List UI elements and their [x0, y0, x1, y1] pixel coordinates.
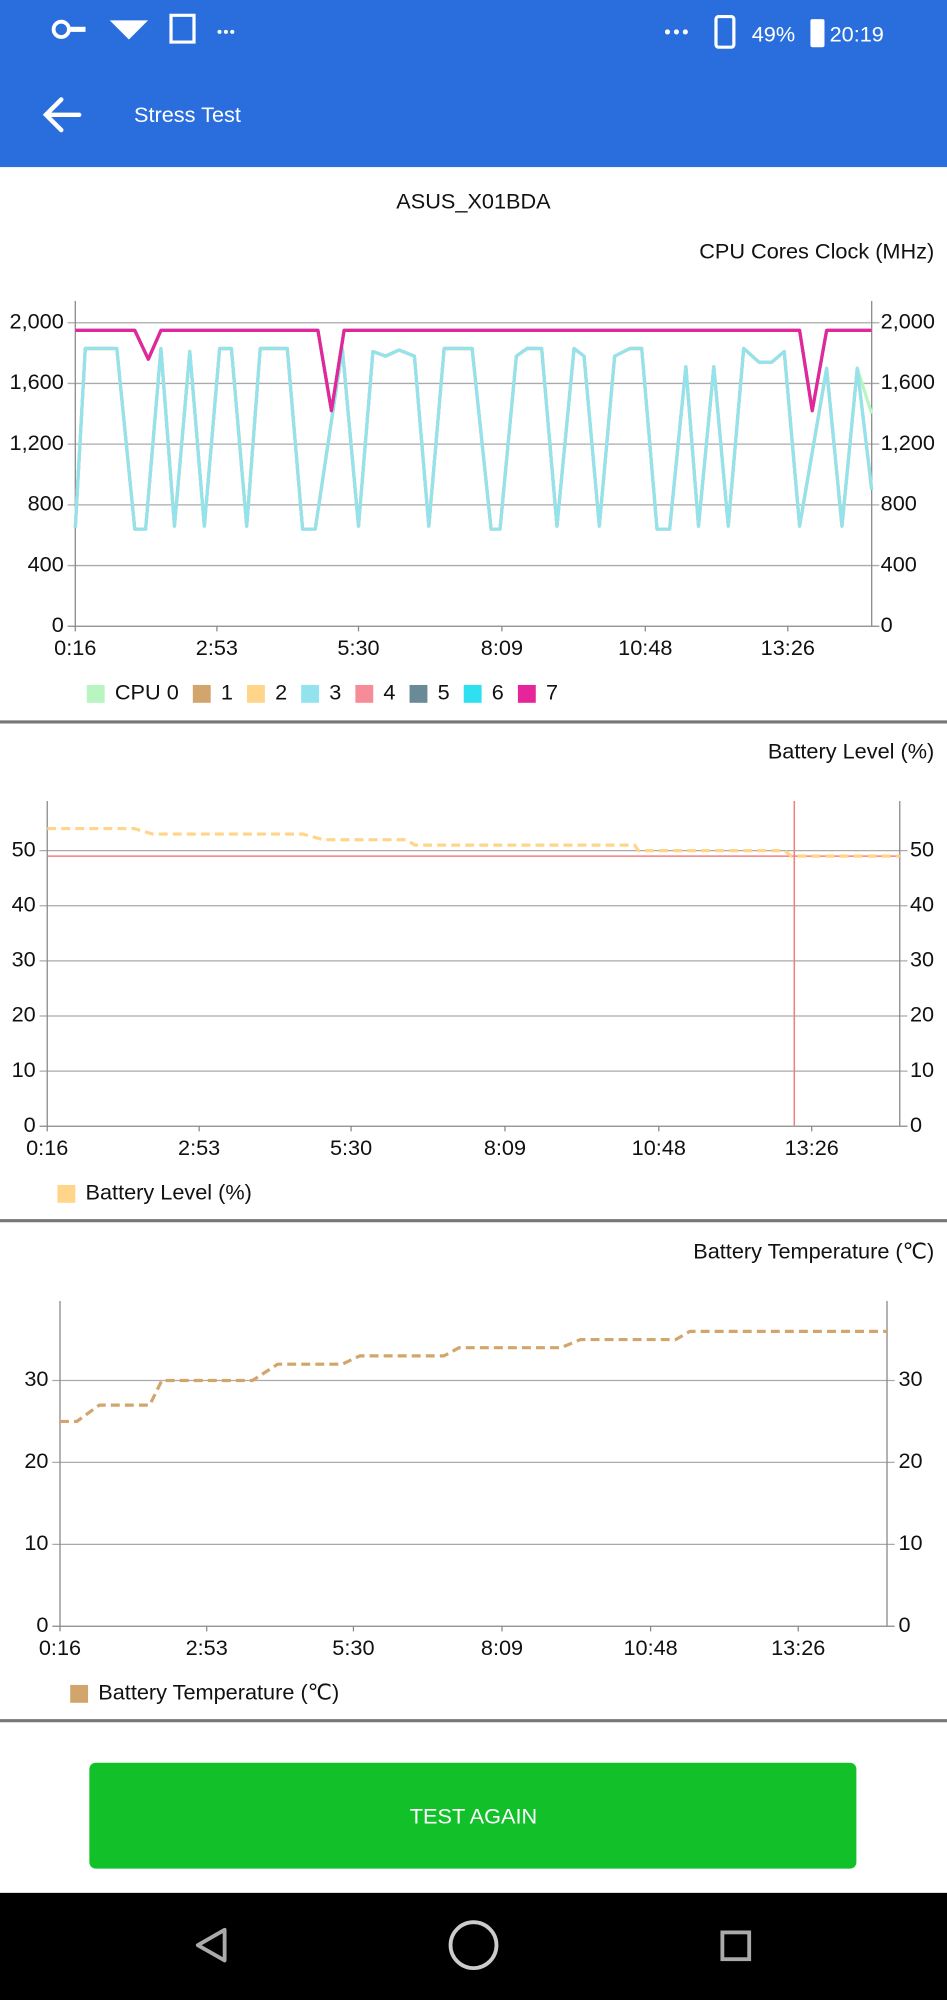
legend-label: 4 — [383, 680, 395, 705]
y2-tick-label: 50 — [910, 836, 934, 861]
y-tick-label: 20 — [24, 1448, 48, 1473]
back-button[interactable] — [42, 97, 82, 133]
y2-tick-label: 0 — [899, 1612, 911, 1637]
y2-tick-label: 10 — [899, 1530, 923, 1555]
y-tick-label: 50 — [12, 836, 36, 861]
series-line — [47, 826, 900, 858]
app-bar — [0, 0, 947, 168]
x-tick-label: 0:16 — [54, 635, 96, 660]
legend-swatch — [192, 684, 211, 703]
nav-bar — [0, 1892, 947, 2000]
nav-home[interactable] — [448, 1920, 499, 1971]
legend-swatch — [301, 684, 320, 703]
x-tick-label: 10:48 — [618, 635, 672, 660]
y2-tick-label: 40 — [910, 892, 934, 917]
x-tick-label: 5:30 — [337, 635, 379, 660]
legend-label: Battery Level (%) — [86, 1180, 252, 1205]
legend-swatch — [463, 684, 482, 703]
y-tick-label: 800 — [28, 491, 64, 516]
status-icons — [51, 13, 825, 49]
x-tick-label: 2:53 — [178, 1135, 220, 1160]
x-tick-label: 13:26 — [771, 1635, 825, 1660]
y-tick-label: 30 — [24, 1366, 48, 1391]
y-tick-label: 20 — [12, 1002, 36, 1027]
x-tick-label: 8:09 — [481, 635, 523, 660]
y2-tick-label: 20 — [910, 1002, 934, 1027]
x-tick-label: 2:53 — [196, 635, 238, 660]
y-tick-label: 2,000 — [10, 308, 64, 333]
legend-swatch — [355, 684, 374, 703]
series-line — [73, 346, 874, 531]
y-tick-label: 0 — [24, 1112, 36, 1137]
legend-swatch — [57, 1184, 76, 1203]
series-line — [59, 1329, 888, 1424]
legend-swatch — [409, 684, 428, 703]
battery-percent: 49% — [752, 21, 795, 46]
x-tick-label: 0:16 — [39, 1635, 81, 1660]
x-tick-label: 0:16 — [26, 1135, 68, 1160]
y2-tick-label: 400 — [881, 551, 917, 576]
legend-swatch — [86, 684, 105, 703]
y-tick-label: 10 — [24, 1530, 48, 1555]
x-tick-label: 13:26 — [785, 1135, 839, 1160]
y2-tick-label: 30 — [910, 947, 934, 972]
device-name: ASUS_X01BDA — [396, 189, 551, 214]
y-tick-label: 30 — [12, 947, 36, 972]
y-tick-label: 10 — [12, 1057, 36, 1082]
y-tick-label: 1,600 — [10, 369, 64, 394]
nav-recent[interactable] — [720, 1930, 752, 1962]
y2-tick-label: 2,000 — [881, 308, 935, 333]
y2-tick-label: 0 — [910, 1112, 922, 1137]
x-tick-label: 8:09 — [484, 1135, 526, 1160]
x-tick-label: 10:48 — [632, 1135, 686, 1160]
legend-swatch — [517, 684, 536, 703]
chart-title: Battery Level (%) — [768, 738, 934, 763]
x-tick-label: 10:48 — [623, 1635, 677, 1660]
y-tick-label: 40 — [12, 892, 36, 917]
x-tick-label: 8:09 — [481, 1635, 523, 1660]
y2-tick-label: 0 — [881, 612, 893, 637]
y2-tick-label: 20 — [899, 1448, 923, 1473]
x-tick-label: 5:30 — [332, 1635, 374, 1660]
y2-tick-label: 10 — [910, 1057, 934, 1082]
chart-title: Battery Temperature (℃) — [693, 1238, 934, 1263]
legend-label: 5 — [438, 680, 450, 705]
y2-tick-label: 800 — [881, 491, 917, 516]
x-tick-label: 13:26 — [761, 635, 815, 660]
y-tick-label: 0 — [52, 612, 64, 637]
test-again-button[interactable] — [89, 1762, 857, 1869]
y-tick-label: 400 — [28, 551, 64, 576]
y-tick-label: 1,200 — [10, 430, 64, 455]
y-tick-label: 0 — [36, 1612, 48, 1637]
series-line — [75, 328, 872, 413]
y2-tick-label: 30 — [899, 1366, 923, 1391]
legend-label: 2 — [275, 680, 287, 705]
screen-title: Stress Test — [134, 102, 241, 127]
legend-label: 6 — [492, 680, 504, 705]
legend-label: 1 — [221, 680, 233, 705]
nav-back[interactable] — [195, 1927, 227, 1963]
legend-swatch — [70, 1684, 89, 1703]
chart-title: CPU Cores Clock (MHz) — [699, 238, 934, 263]
y2-tick-label: 1,200 — [881, 430, 935, 455]
legend-swatch — [246, 684, 265, 703]
legend-label: 7 — [546, 680, 558, 705]
legend-label: CPU 0 — [115, 680, 179, 705]
legend-label: 3 — [329, 680, 341, 705]
x-tick-label: 5:30 — [330, 1135, 372, 1160]
y2-tick-label: 1,600 — [881, 369, 935, 394]
legend-label: Battery Temperature (℃) — [98, 1680, 339, 1705]
x-tick-label: 2:53 — [186, 1635, 228, 1660]
button-label: TEST AGAIN — [410, 1803, 537, 1828]
clock: 20:19 — [830, 21, 884, 46]
